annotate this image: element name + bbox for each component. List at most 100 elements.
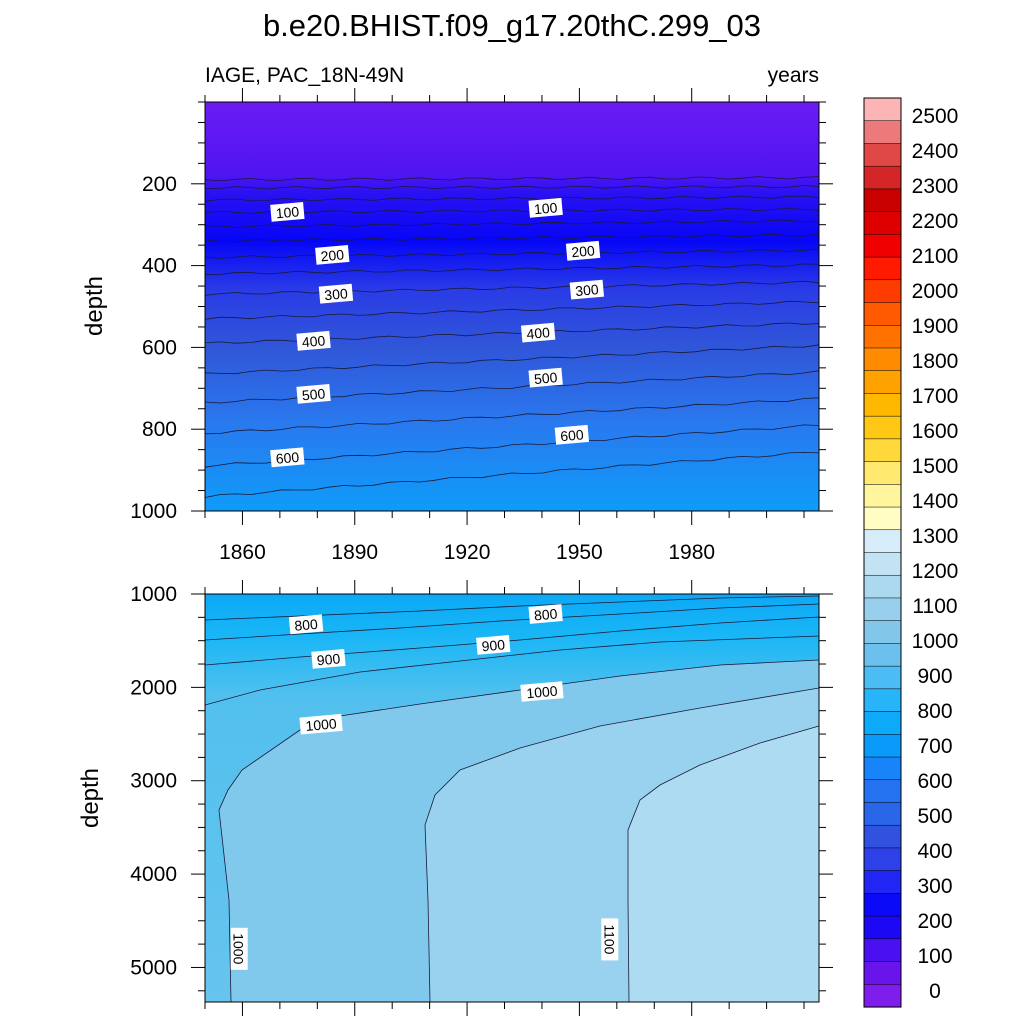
colorbar-label: 1900 xyxy=(912,315,959,338)
contour-label: 100 xyxy=(528,197,563,218)
lower-y-axis-label: depth xyxy=(77,768,104,828)
y-tick-label: 4000 xyxy=(130,863,177,886)
colorbar-labels: 2500240023002200210020001900180017001600… xyxy=(912,105,959,1003)
colorbar-swatch xyxy=(863,779,902,804)
colorbar-swatch xyxy=(863,165,902,190)
contour-line-950 xyxy=(204,635,820,706)
contour-line-1100 xyxy=(627,725,820,1003)
contour-line-0 xyxy=(204,176,820,182)
colorbar-swatch xyxy=(863,734,902,758)
y-tick-label: 5000 xyxy=(130,956,177,979)
colorbar-swatch xyxy=(863,393,902,417)
svg-text:1000: 1000 xyxy=(305,715,338,734)
lower-panel-frame xyxy=(204,593,820,1003)
colorbar-label: 1700 xyxy=(912,385,959,408)
contour-line-900 xyxy=(204,616,820,666)
svg-text:600: 600 xyxy=(275,449,300,467)
colorbar-label: 600 xyxy=(917,770,952,793)
colorbar-label: 1600 xyxy=(912,420,959,443)
y-tick-label: 1000 xyxy=(130,583,177,606)
contour-line-450 xyxy=(204,300,820,320)
svg-text:400: 400 xyxy=(526,324,551,342)
colorbar xyxy=(863,97,902,1008)
colorbar-swatch xyxy=(863,688,902,713)
colorbar-swatch xyxy=(863,756,902,781)
colorbar-swatch xyxy=(863,438,902,463)
y-tick-label: 1000 xyxy=(130,500,177,523)
svg-text:900: 900 xyxy=(481,636,506,654)
colorbar-label: 800 xyxy=(917,700,952,723)
contour-label: 200 xyxy=(565,240,601,261)
colorbar-label: 1100 xyxy=(912,595,957,618)
contour-line-300 xyxy=(204,248,820,259)
colorbar-swatch xyxy=(863,211,902,235)
svg-text:800: 800 xyxy=(533,605,558,623)
colorbar-label: 500 xyxy=(917,805,952,828)
contour-label: 1100 xyxy=(601,918,619,961)
svg-text:900: 900 xyxy=(316,650,341,668)
figure-title: b.e20.BHIST.f09_g17.20thC.299_03 xyxy=(263,8,761,43)
svg-text:600: 600 xyxy=(560,426,585,444)
contour-line-400 xyxy=(204,280,820,296)
lower-panel: 800 800 900 900 1000 1000 1000 1100 1000 2000 300… xyxy=(77,580,833,1016)
colorbar-swatch xyxy=(863,847,902,872)
colorbar-swatch xyxy=(863,552,902,576)
colorbar-swatch xyxy=(863,120,902,145)
upper-axes: 1860 1890 1920 1950 1980 200 400 600 800 1000 xyxy=(130,88,833,564)
contour-label: 900 xyxy=(476,634,511,655)
colorbar-label: 2400 xyxy=(912,140,959,163)
svg-text:100: 100 xyxy=(533,199,558,217)
y-tick-label: 400 xyxy=(142,255,177,278)
contour-label: 100 xyxy=(270,201,305,222)
colorbar-swatch xyxy=(863,256,902,281)
svg-text:1000: 1000 xyxy=(526,683,559,702)
contour-label: 400 xyxy=(296,330,331,351)
upper-y-axis-label: depth xyxy=(81,276,108,336)
colorbar-label: 1300 xyxy=(912,525,959,548)
contour-label: 200 xyxy=(315,244,350,265)
x-tick-label: 1980 xyxy=(668,541,715,564)
colorbar-swatch xyxy=(863,984,902,1008)
colorbar-swatch xyxy=(863,597,902,622)
contour-line-800 xyxy=(204,595,820,621)
contour-line-200 xyxy=(204,219,820,228)
colorbar-swatch xyxy=(863,824,902,849)
colorbar-swatch xyxy=(863,643,902,667)
contour-label: 500 xyxy=(528,367,563,388)
svg-text:300: 300 xyxy=(324,285,349,303)
svg-text:1100: 1100 xyxy=(601,924,617,954)
colorbar-swatch xyxy=(863,665,902,690)
contour-line-100 xyxy=(204,195,820,202)
colorbar-swatch xyxy=(863,870,902,894)
y-tick-label: 3000 xyxy=(130,770,177,793)
colorbar-swatch xyxy=(863,620,902,644)
colorbar-label: 2100 xyxy=(912,245,959,268)
contour-label: 500 xyxy=(296,383,331,404)
colorbar-swatch xyxy=(863,325,902,349)
colorbar-swatch xyxy=(863,279,902,304)
colorbar-swatch xyxy=(863,938,902,963)
colorbar-swatch xyxy=(863,915,902,940)
svg-text:1000: 1000 xyxy=(231,933,247,964)
contour-label: 600 xyxy=(270,447,305,468)
contour-line-50 xyxy=(204,185,820,190)
svg-text:100: 100 xyxy=(275,203,300,221)
lower-region-1100 xyxy=(628,726,819,1002)
contour-line-750 xyxy=(204,451,820,498)
colorbar-label: 1000 xyxy=(912,630,959,653)
contour-line-250 xyxy=(204,233,820,243)
contour-label: 400 xyxy=(520,322,556,343)
colorbar-swatch xyxy=(863,370,902,394)
contour-label: 1000 xyxy=(230,927,248,970)
lower-axes: 1000 2000 3000 4000 5000 xyxy=(130,580,833,1016)
svg-text:200: 200 xyxy=(571,242,596,260)
y-tick-label: 200 xyxy=(142,173,177,196)
colorbar-label: 0 xyxy=(929,980,941,1003)
colorbar-swatch xyxy=(863,97,902,122)
colorbar-swatch xyxy=(863,234,902,258)
colorbar-swatch xyxy=(863,802,902,826)
upper-contour-lines xyxy=(204,176,820,498)
variable-label: IAGE, PAC_18N-49N xyxy=(205,64,404,87)
colorbar-swatch xyxy=(863,711,902,735)
contour-label: 900 xyxy=(311,648,346,669)
